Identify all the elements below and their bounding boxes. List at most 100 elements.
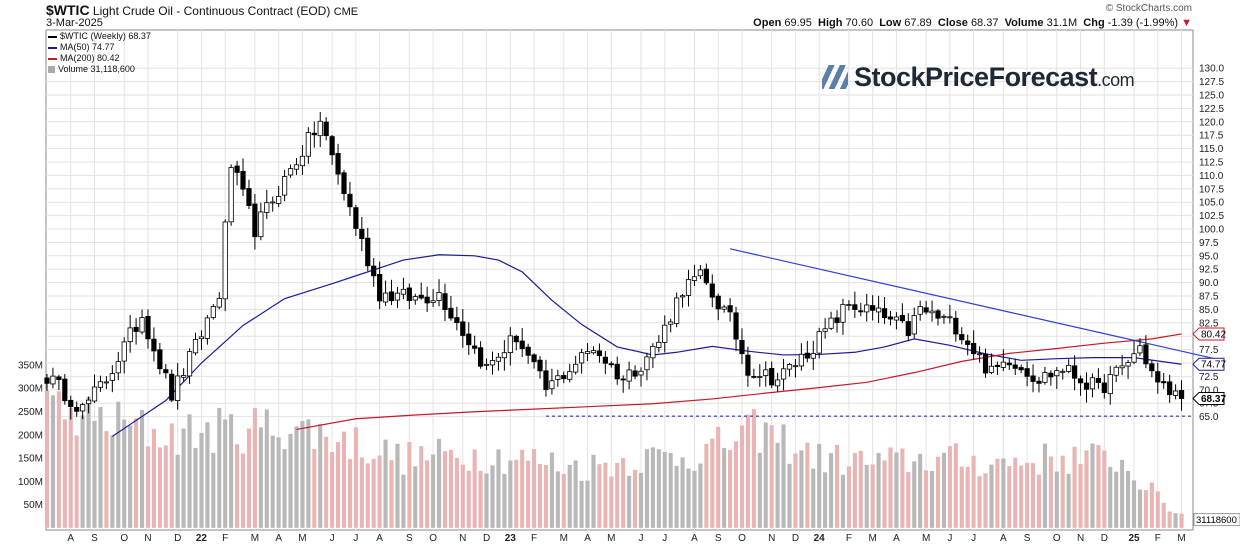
volume-bar — [507, 460, 513, 529]
legend-ma50: MA(50) 74.77 — [48, 42, 151, 53]
candle-body — [721, 306, 727, 310]
volume-bar — [888, 447, 893, 529]
price-tick-label: 85.0 — [1199, 305, 1219, 316]
volume-bar — [668, 452, 674, 529]
candle-body — [923, 307, 929, 313]
volume-bar — [775, 442, 780, 529]
volume-bar — [294, 426, 299, 529]
ma50-last-tag-label: 74.77 — [1201, 360, 1226, 371]
volume-bar — [1042, 443, 1048, 529]
volume-bar — [894, 452, 899, 529]
volume-bar — [228, 413, 234, 529]
volume-bar — [567, 464, 573, 529]
candle-body — [400, 288, 407, 295]
candle-body — [626, 369, 632, 382]
volume-bar — [246, 428, 252, 529]
x-tick-label: S — [406, 533, 413, 544]
candle-body — [186, 351, 193, 377]
candle-body — [56, 376, 62, 381]
volume-bar — [264, 409, 270, 529]
candle-body — [1101, 382, 1107, 393]
volume-bar — [911, 461, 917, 529]
candle-body — [893, 316, 900, 321]
x-tick-label: M — [922, 533, 930, 544]
candle-body — [822, 328, 828, 332]
legend-ma200: MA(200) 80.42 — [48, 53, 151, 64]
volume-bar — [745, 414, 751, 529]
volume-bar — [163, 445, 169, 529]
candle-body — [377, 274, 383, 302]
volume-bar — [80, 415, 85, 529]
watermark-brand: StockPriceForecast — [854, 62, 1098, 92]
candle-body — [537, 359, 543, 372]
volume-bar — [692, 470, 697, 529]
candle-body — [335, 153, 341, 175]
volume-bar — [638, 472, 644, 529]
volume-bar — [525, 460, 531, 529]
candle-body — [74, 407, 80, 412]
volume-bar — [763, 422, 769, 529]
volume-bar — [650, 447, 656, 529]
candle-body — [632, 370, 638, 377]
x-tick-label: N — [144, 533, 151, 544]
volume-bar — [92, 420, 97, 529]
volume-bar — [1125, 470, 1131, 529]
volume-bar — [1030, 462, 1036, 529]
candle-body — [798, 353, 804, 367]
volume-last-tag-label: 31118600 — [1196, 515, 1237, 526]
volume-bar — [989, 464, 994, 529]
candle-body — [650, 345, 656, 359]
candle-body — [834, 317, 840, 324]
volume-bar — [947, 445, 953, 529]
x-tick-label: 24 — [814, 533, 826, 544]
candle-body — [436, 291, 442, 301]
candle-body — [353, 207, 359, 229]
candle-body — [941, 315, 947, 318]
volume-bar — [56, 390, 62, 529]
x-tick-label: 23 — [505, 533, 517, 544]
x-tick-label: M — [251, 533, 259, 544]
candle-body — [68, 399, 74, 407]
candle-body — [525, 346, 531, 356]
volume-tick-label: 150M — [18, 454, 43, 465]
volume-bar — [109, 435, 115, 529]
candle-body — [181, 375, 187, 378]
price-tick-label: 122.5 — [1199, 104, 1224, 115]
candle-body — [1131, 353, 1137, 363]
candle-body — [804, 352, 810, 359]
volume-bar — [139, 409, 145, 529]
candle-body — [988, 365, 995, 373]
candle-body — [347, 193, 353, 208]
candle-body — [270, 201, 276, 204]
candle-body — [567, 371, 573, 380]
volume-bar — [157, 447, 163, 529]
x-tick-label: F — [531, 533, 537, 544]
legend-volume: Volume 31,118,600 — [48, 64, 151, 75]
volume-tick-label: 50M — [24, 500, 43, 511]
candle-body — [965, 340, 971, 345]
volume-bar — [917, 453, 923, 529]
volume-bar — [335, 441, 341, 529]
volume-bar — [1078, 463, 1083, 529]
volume-bar — [1018, 465, 1024, 529]
volume-bar — [1119, 459, 1125, 529]
candle-body — [757, 376, 763, 378]
instrument-name: Light Crude Oil - Continuous Contract (E… — [92, 4, 331, 18]
volume-bar — [406, 441, 412, 529]
candle-body — [85, 399, 92, 405]
volume-bar — [674, 465, 679, 529]
candle-body — [917, 306, 923, 315]
legend-ma50-text: MA(50) 74.77 — [60, 42, 115, 52]
close-value: 68.37 — [970, 17, 999, 29]
candle-body — [145, 316, 151, 340]
volume-bar — [216, 407, 222, 529]
volume-bar — [781, 424, 786, 529]
volume-bar — [1179, 513, 1184, 529]
candle-body — [614, 363, 620, 380]
volume-bar — [793, 453, 798, 529]
candle-body — [1066, 364, 1072, 372]
x-tick-label: O — [738, 533, 746, 544]
high-value: 70.60 — [845, 17, 874, 29]
volume-last-tag-box — [1193, 513, 1240, 527]
candle-body — [775, 379, 781, 387]
